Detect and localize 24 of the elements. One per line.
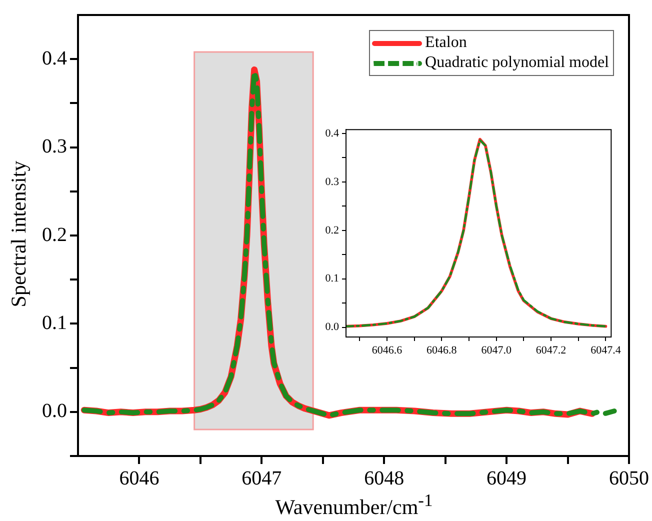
x-tick-label: 6050 (609, 467, 649, 490)
y-tick-label: 0.4 (42, 47, 67, 70)
y-axis-title: Spectral intensity (6, 160, 32, 308)
legend-label: Quadratic polynomial model (425, 53, 609, 73)
x-tick-label: 6047 (242, 467, 282, 490)
y-tick-label: 0.3 (42, 136, 67, 158)
x-tick-label: 6048 (364, 467, 404, 490)
x-tick-label: 6046 (119, 467, 160, 490)
x-tick-label: 6047.4 (590, 344, 622, 356)
y-tick-label: 0.0 (42, 400, 67, 422)
y-tick-label: 0.2 (325, 224, 339, 236)
y-tick-label: 0.3 (325, 176, 340, 188)
x-axis-title: Wavenumber/cm$^{-1}$ (274, 490, 434, 520)
x-tick-label: 6046.6 (372, 344, 403, 356)
y-tick-label: 0.0 (325, 321, 340, 334)
y-tick-label: 0.4 (325, 127, 340, 140)
legend-label: Etalon (425, 33, 467, 53)
y-tick-label: 0.1 (42, 312, 67, 334)
x-tick-label: 6049 (486, 467, 527, 490)
x-tick-label: 6047.2 (536, 344, 566, 356)
x-tick-label: 6047.0 (481, 344, 512, 356)
y-tick-label: 0.1 (325, 272, 339, 285)
x-tick-label: 6046.8 (426, 344, 458, 356)
y-tick-label: 0.2 (42, 224, 67, 246)
